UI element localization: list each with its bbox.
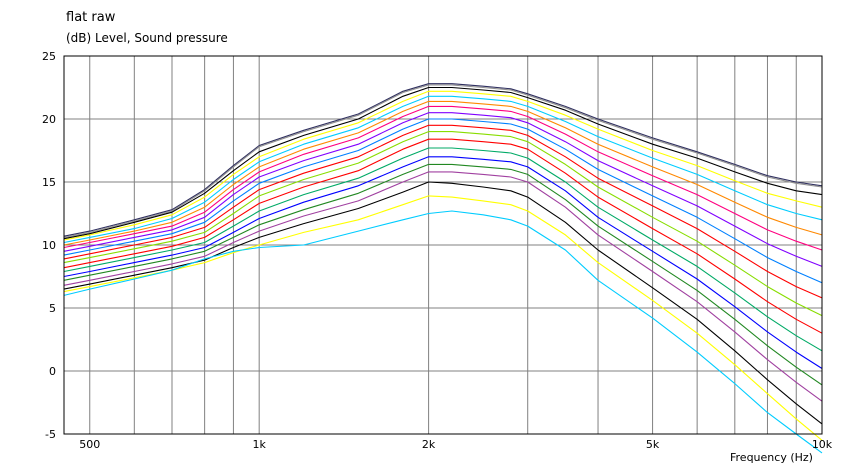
series-line-14: [63, 156, 823, 369]
series-line-2: [63, 84, 823, 238]
y-tick-label: -5: [45, 428, 56, 441]
x-tick-label: 2k: [422, 438, 436, 451]
plot-frame: [63, 55, 823, 435]
x-tick-label: 1k: [252, 438, 266, 451]
y-tick-label: 15: [42, 176, 56, 189]
series-line-7: [63, 105, 823, 251]
series-group: [63, 83, 823, 454]
series-line-9: [63, 118, 823, 284]
series-line-15: [63, 163, 823, 386]
series-line-10: [63, 124, 823, 299]
y-tick-label: 20: [42, 113, 56, 126]
y-tick-label: 25: [42, 50, 56, 63]
series-line-8: [63, 112, 823, 267]
series-line-19: [63, 210, 823, 454]
tick-labels: 25 20 15 10 5 0 -5 500 1k 2k 5k 10k: [42, 50, 833, 451]
series-line-6: [63, 100, 823, 246]
series-line-11: [63, 131, 823, 317]
x-tick-label: 500: [79, 438, 100, 451]
series-line-4: [63, 90, 823, 241]
series-line-5: [63, 95, 823, 244]
series-line-12: [63, 138, 823, 334]
x-axis-label: Frequency (Hz): [730, 451, 813, 464]
chart-title: flat raw: [66, 10, 116, 25]
series-line-1: [63, 83, 823, 237]
series-line-18: [63, 195, 823, 441]
y-tick-label: 0: [49, 365, 56, 378]
x-tick-label: 5k: [646, 438, 660, 451]
y-tick-label: 10: [42, 239, 56, 252]
y-axis-label: (dB) Level, Sound pressure: [66, 31, 228, 45]
series-line-3: [63, 86, 823, 240]
series-line-13: [63, 147, 823, 352]
series-line-16: [63, 171, 823, 402]
y-tick-label: 5: [49, 302, 56, 315]
x-tick-label: 10k: [812, 438, 833, 451]
